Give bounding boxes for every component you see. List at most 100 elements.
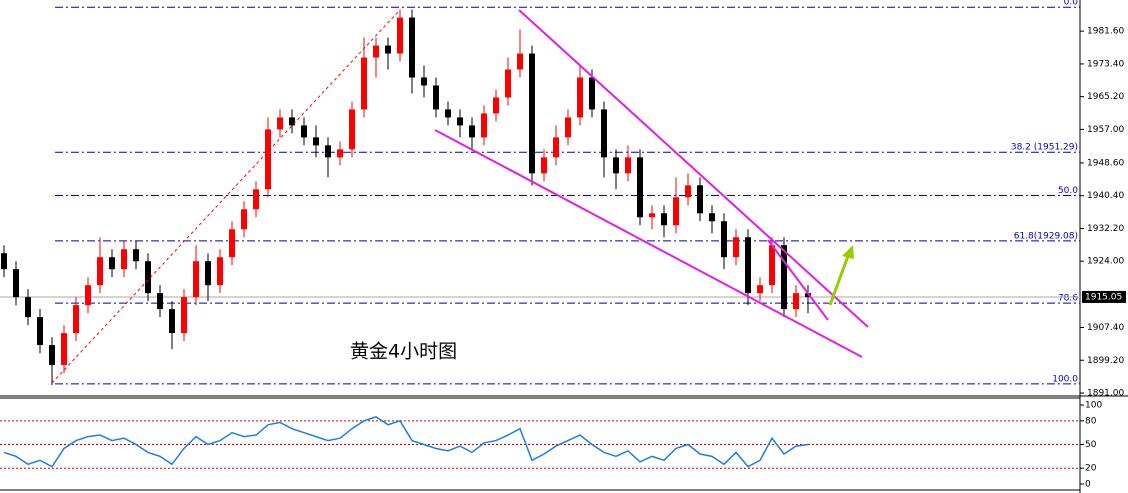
y-tick-label: 1973.40 <box>1087 59 1124 69</box>
fib-label: 61.8(1929.08) <box>1014 231 1078 241</box>
candle-body <box>553 137 559 158</box>
candle-body <box>601 109 607 158</box>
candle-body <box>301 125 307 138</box>
candle-body <box>589 77 595 110</box>
candle-body <box>349 109 355 150</box>
y-tick-label: 1981.60 <box>1087 27 1124 37</box>
candle-body <box>697 185 703 214</box>
current-price-label: 1915.05 <box>1085 292 1122 302</box>
candle-body <box>133 249 139 262</box>
arrow-head <box>842 245 854 259</box>
y-tick-label: 1965.20 <box>1087 92 1124 102</box>
candle-body <box>157 293 163 310</box>
candle-body <box>97 257 103 286</box>
candle-body <box>25 297 31 318</box>
candle-body <box>61 333 67 366</box>
candle-body <box>265 129 271 190</box>
candle-body <box>109 257 115 270</box>
candle-body <box>373 45 379 58</box>
candle-body <box>757 285 763 294</box>
candle-body <box>313 137 319 146</box>
y-tick-label: 1957.00 <box>1087 125 1124 135</box>
candle-body <box>745 237 751 294</box>
fib-label: 78.6 <box>1058 294 1078 304</box>
candle-body <box>361 57 367 110</box>
candle-body <box>445 109 451 118</box>
annotation: 黄金4小时图 <box>350 341 457 363</box>
y-tick-label: 1891.00 <box>1087 389 1124 399</box>
candle-body <box>49 345 55 366</box>
candle-body <box>397 17 403 54</box>
candle-body <box>13 269 19 298</box>
fib-label: 100.0 <box>1052 374 1078 384</box>
candle-body <box>613 157 619 174</box>
y-tick-label: 1899.20 <box>1087 356 1124 366</box>
candle-body <box>205 261 211 286</box>
candle-body <box>457 117 463 126</box>
candle-body <box>409 17 415 78</box>
fib-trend-line <box>51 11 399 384</box>
rsi-tick-label: 20 <box>1085 464 1097 474</box>
current-price-box <box>1082 290 1126 303</box>
candle-body <box>637 157 643 218</box>
fib-label: 38.2 (1951.29) <box>1011 143 1078 153</box>
candle-body <box>421 77 427 86</box>
y-tick-label: 1924.00 <box>1087 257 1124 267</box>
trend-line <box>518 9 869 328</box>
candle-body <box>577 77 583 118</box>
candle-body <box>193 261 199 298</box>
candle-body <box>481 113 487 138</box>
candle-body <box>805 293 811 298</box>
candle-body <box>37 317 43 346</box>
candle-body <box>433 85 439 110</box>
candle-body <box>325 145 331 158</box>
candle-body <box>493 97 499 114</box>
y-tick-label: 1940.40 <box>1087 191 1124 201</box>
candle-body <box>181 297 187 334</box>
candle-body <box>1 253 7 270</box>
candle-body <box>565 117 571 138</box>
rsi-tick-label: 0 <box>1085 479 1091 489</box>
candle-body <box>517 53 523 70</box>
candle-body <box>721 221 727 258</box>
candle-body <box>733 237 739 258</box>
candle-body <box>793 293 799 310</box>
rsi-tick-label: 80 <box>1085 416 1097 426</box>
candle-body <box>469 125 475 138</box>
fib-label: 0.0 <box>1064 0 1079 8</box>
candle-body <box>73 305 79 334</box>
candle-body <box>385 45 391 54</box>
candle-body <box>781 245 787 310</box>
candle-body <box>673 197 679 226</box>
candle-body <box>337 149 343 158</box>
y-tick-label: 1948.60 <box>1087 158 1124 168</box>
candle-body <box>529 53 535 174</box>
candle-body <box>169 309 175 334</box>
y-tick-label: 1907.40 <box>1087 323 1124 333</box>
candle-body <box>85 285 91 306</box>
trend-line <box>767 239 829 321</box>
candle-body <box>217 257 223 286</box>
candle-body <box>685 185 691 198</box>
candle-body <box>253 189 259 210</box>
fib-label: 50.0 <box>1058 186 1078 196</box>
y-tick-label: 1932.20 <box>1087 224 1124 234</box>
candle-body <box>145 261 151 294</box>
candle-body <box>661 213 667 226</box>
rsi-line <box>3 416 809 468</box>
candle-body <box>229 229 235 258</box>
candle-body <box>241 209 247 230</box>
candle-body <box>289 117 295 126</box>
candle-body <box>541 157 547 174</box>
trend-line <box>434 129 863 358</box>
candle-body <box>277 117 283 130</box>
candle-body <box>649 213 655 218</box>
candle-body <box>769 245 775 286</box>
rsi-tick-label: 50 <box>1085 440 1097 450</box>
candle-body <box>121 249 127 270</box>
candle-body <box>709 213 715 222</box>
candle-body <box>625 157 631 174</box>
candle-body <box>505 69 511 98</box>
